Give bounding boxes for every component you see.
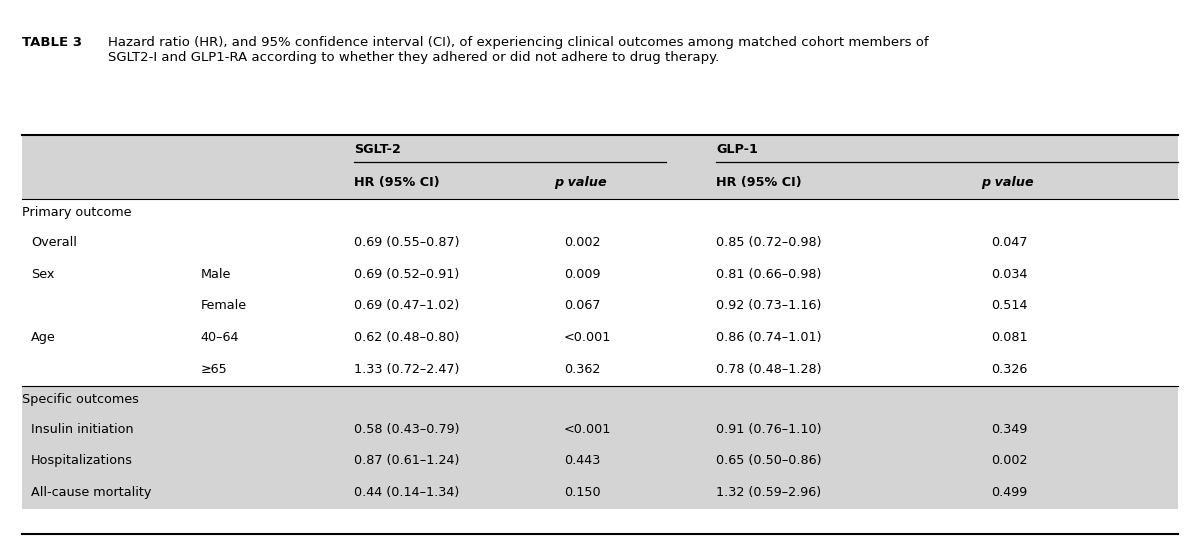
Text: 0.91 (0.76–1.10): 0.91 (0.76–1.10) (716, 423, 822, 435)
Text: 0.009: 0.009 (564, 268, 600, 280)
Bar (22, 226, 1178, 258)
Text: 0.150: 0.150 (564, 487, 601, 499)
Text: Primary outcome: Primary outcome (22, 206, 131, 219)
Text: 0.514: 0.514 (991, 300, 1027, 312)
Text: Age: Age (31, 332, 56, 344)
Text: 0.85 (0.72–0.98): 0.85 (0.72–0.98) (716, 236, 822, 249)
Text: 0.44 (0.14–1.34): 0.44 (0.14–1.34) (354, 487, 460, 499)
Text: All-cause mortality: All-cause mortality (31, 487, 151, 499)
Text: Specific outcomes: Specific outcomes (22, 393, 138, 406)
Bar (22, 386, 1178, 413)
Bar (22, 477, 1178, 509)
Text: 0.87 (0.61–1.24): 0.87 (0.61–1.24) (354, 455, 460, 467)
Text: 0.034: 0.034 (991, 268, 1027, 280)
Text: 0.69 (0.55–0.87): 0.69 (0.55–0.87) (354, 236, 460, 249)
Text: 0.002: 0.002 (564, 236, 600, 249)
Text: 0.78 (0.48–1.28): 0.78 (0.48–1.28) (716, 364, 822, 376)
Bar (22, 199, 1178, 226)
Text: TABLE 3: TABLE 3 (22, 36, 82, 49)
Text: Hazard ratio (HR), and 95% confidence interval (CI), of experiencing clinical ou: Hazard ratio (HR), and 95% confidence in… (108, 36, 929, 64)
Text: 0.499: 0.499 (991, 487, 1027, 499)
Text: 0.362: 0.362 (564, 364, 600, 376)
Bar (22, 290, 1178, 322)
Text: <0.001: <0.001 (564, 332, 611, 344)
Text: ≥65: ≥65 (200, 364, 227, 376)
Text: Sex: Sex (31, 268, 54, 280)
Text: 0.86 (0.74–1.01): 0.86 (0.74–1.01) (716, 332, 822, 344)
Text: 0.62 (0.48–0.80): 0.62 (0.48–0.80) (354, 332, 460, 344)
Text: <0.001: <0.001 (564, 423, 611, 435)
Text: 0.081: 0.081 (991, 332, 1028, 344)
Text: GLP-1: GLP-1 (716, 143, 758, 155)
Text: Female: Female (200, 300, 246, 312)
Bar (22, 354, 1178, 386)
Bar (22, 322, 1178, 354)
Text: p value: p value (982, 176, 1034, 190)
Text: HR (95% CI): HR (95% CI) (354, 176, 439, 190)
Text: 0.443: 0.443 (564, 455, 600, 467)
Text: 40–64: 40–64 (200, 332, 239, 344)
Text: 0.047: 0.047 (991, 236, 1027, 249)
Text: Hospitalizations: Hospitalizations (31, 455, 133, 467)
Text: 0.65 (0.50–0.86): 0.65 (0.50–0.86) (716, 455, 822, 467)
Text: 0.349: 0.349 (991, 423, 1027, 435)
Text: 0.58 (0.43–0.79): 0.58 (0.43–0.79) (354, 423, 460, 435)
Text: 1.32 (0.59–2.96): 1.32 (0.59–2.96) (716, 487, 822, 499)
Bar (22, 258, 1178, 290)
Text: p value: p value (554, 176, 607, 190)
Text: 0.326: 0.326 (991, 364, 1027, 376)
Bar (22, 445, 1178, 477)
Text: 0.81 (0.66–0.98): 0.81 (0.66–0.98) (716, 268, 822, 280)
Text: 0.002: 0.002 (991, 455, 1027, 467)
Bar (22, 413, 1178, 445)
Text: 0.69 (0.47–1.02): 0.69 (0.47–1.02) (354, 300, 460, 312)
Text: 0.067: 0.067 (564, 300, 600, 312)
Text: SGLT-2: SGLT-2 (354, 143, 401, 155)
Bar (22, 135, 1178, 199)
Text: HR (95% CI): HR (95% CI) (716, 176, 802, 190)
Text: Male: Male (200, 268, 230, 280)
Text: 0.92 (0.73–1.16): 0.92 (0.73–1.16) (716, 300, 822, 312)
Text: 0.69 (0.52–0.91): 0.69 (0.52–0.91) (354, 268, 460, 280)
Text: Overall: Overall (31, 236, 77, 249)
Text: Insulin initiation: Insulin initiation (31, 423, 134, 435)
Text: 1.33 (0.72–2.47): 1.33 (0.72–2.47) (354, 364, 460, 376)
